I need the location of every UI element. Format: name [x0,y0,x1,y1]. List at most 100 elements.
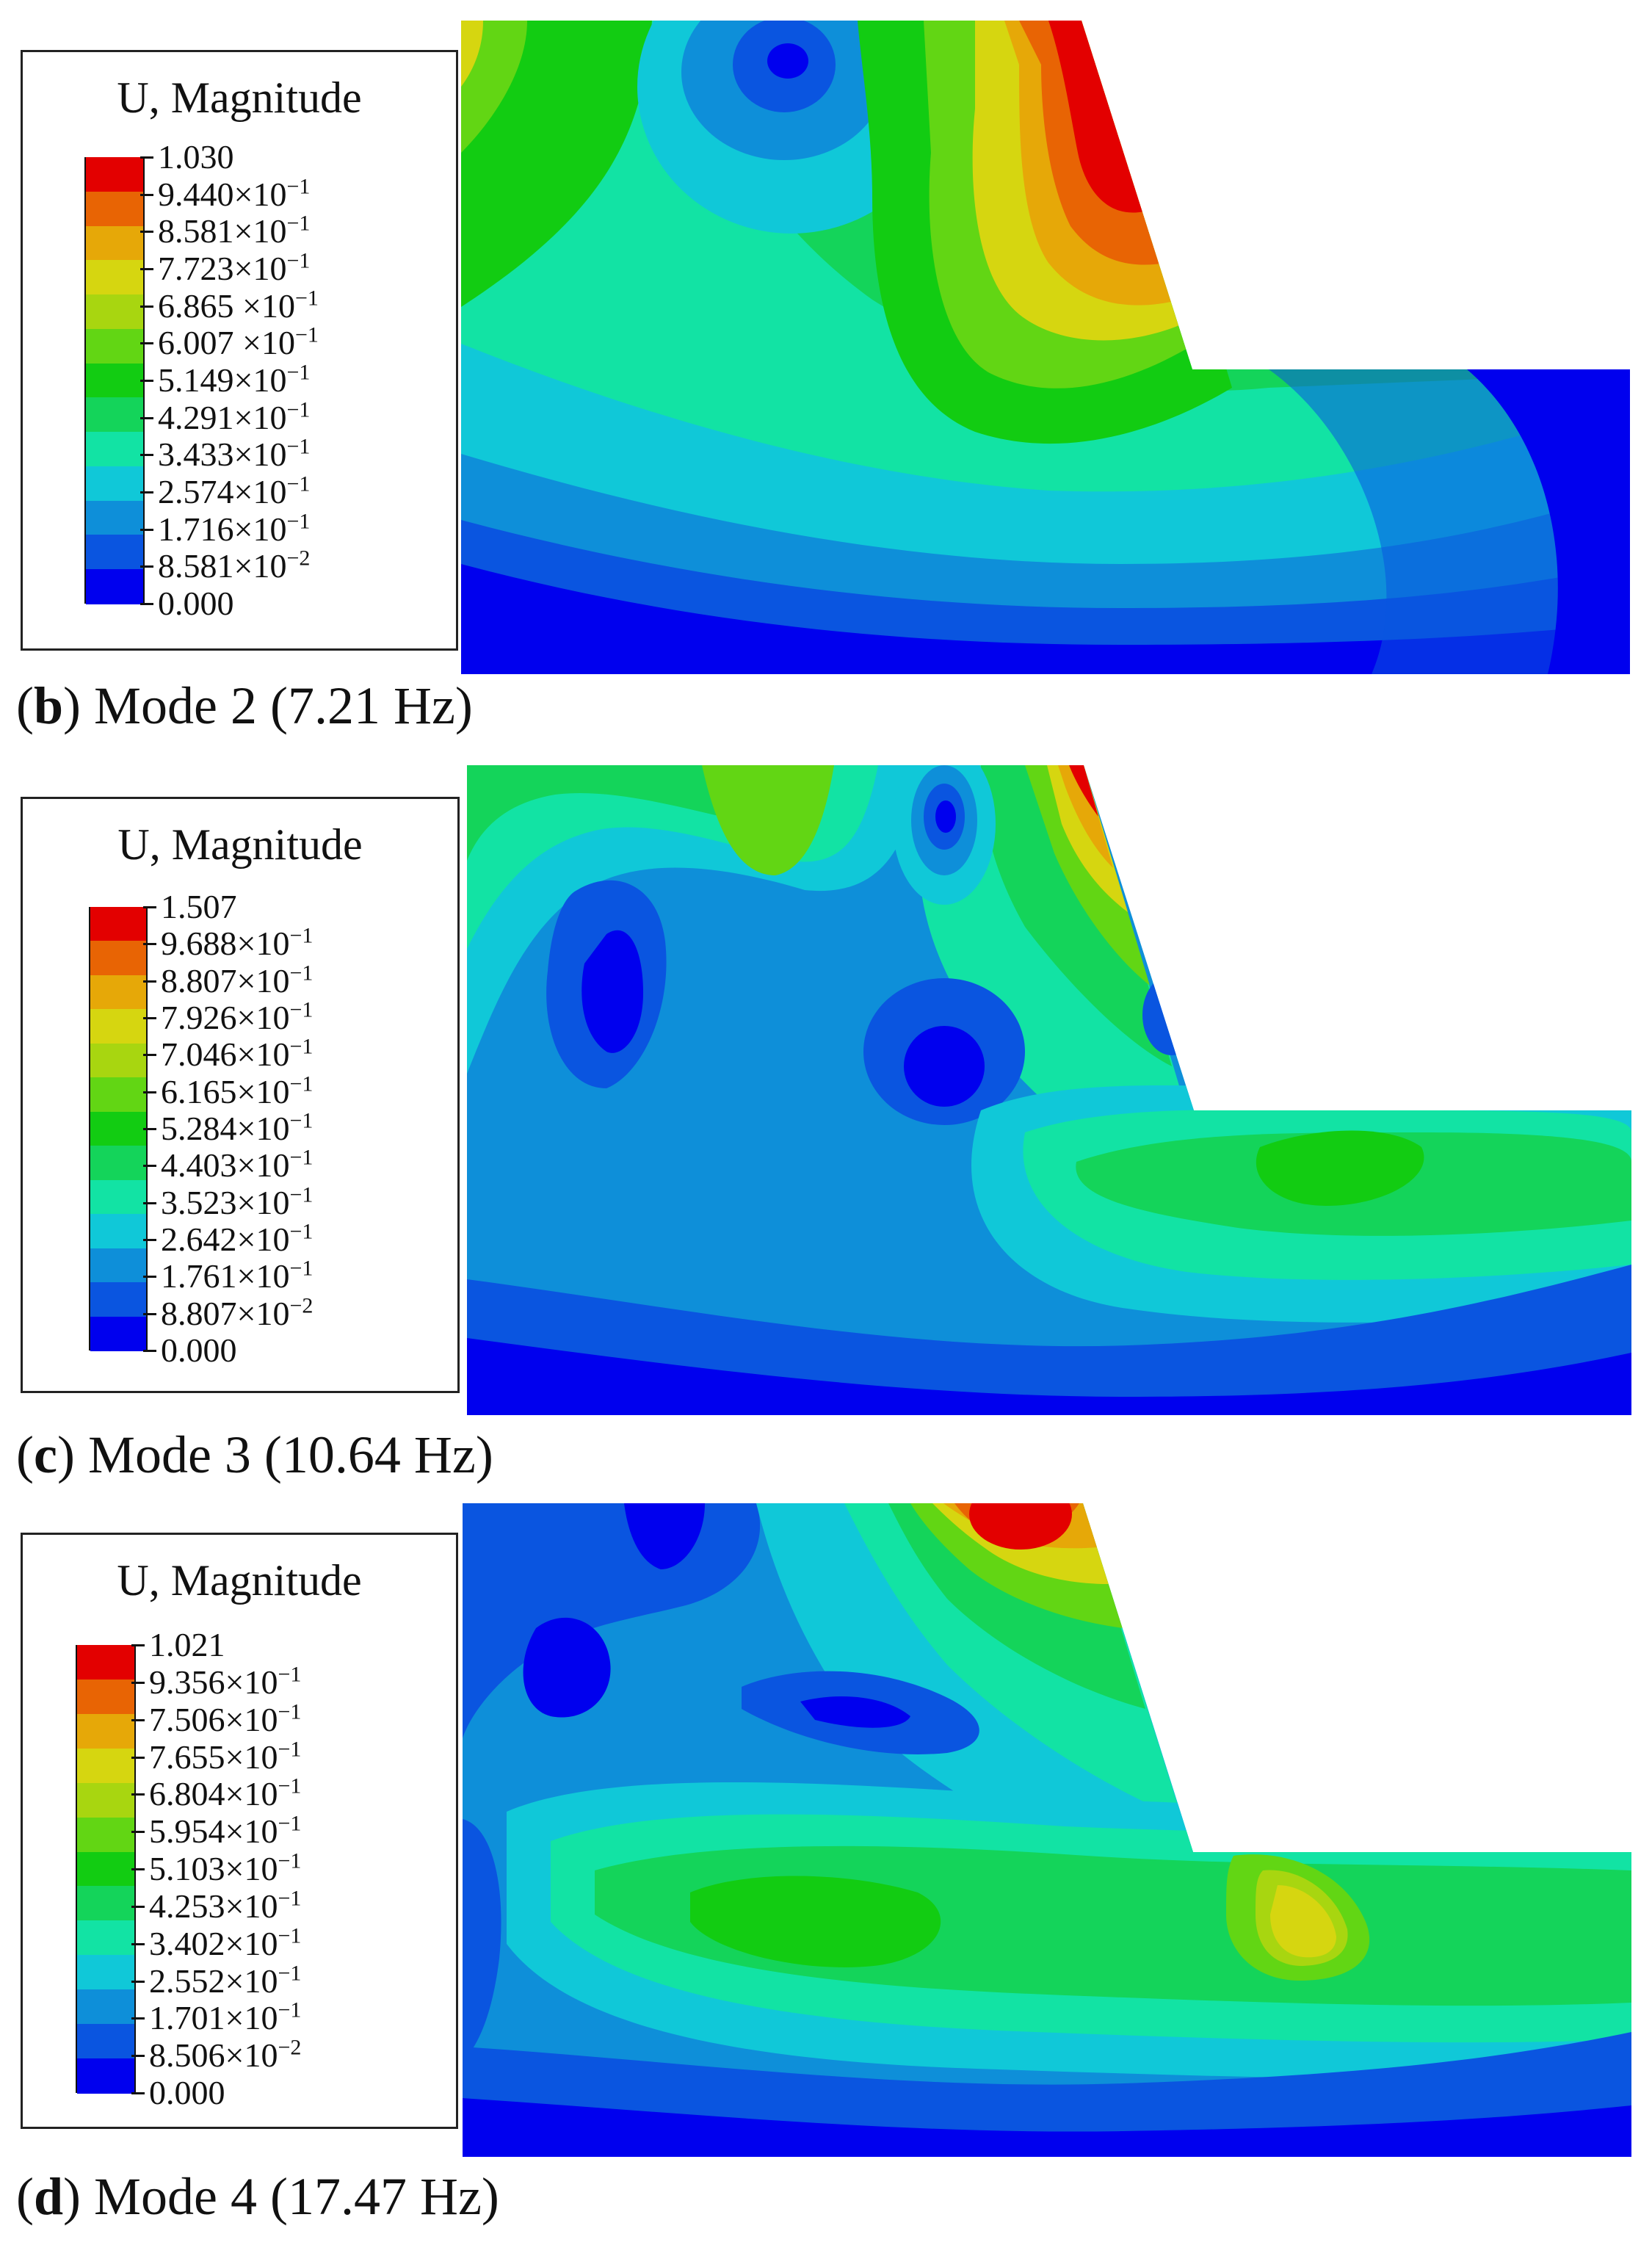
colorbar-swatch [86,535,143,571]
legend-title: U, Magnitude [117,1556,362,1605]
colorbar-tick [143,1054,156,1057]
colorbar-tick-label: 2.574×10−1 [158,471,311,510]
figure-caption: (b) Mode 2 (7.21 Hz) [16,676,473,735]
figure-caption: (c) Mode 3 (10.64 Hz) [16,1425,493,1484]
legend-title: U, Magnitude [117,73,362,122]
caption-text: Mode 4 (17.47 Hz) [81,2167,499,2226]
colorbar-swatch [90,1316,146,1351]
colorbar-tick [143,1201,156,1204]
colorbar-tick [140,603,153,605]
colorbar-swatch [90,1214,146,1249]
colorbar-tick-label: 8.506×10−2 [149,2035,302,2075]
colorbar [89,907,148,1351]
colorbar-tick-label: 1.507 [161,888,237,925]
caption-letter: b [33,676,64,735]
colorbar-tick-label: 8.581×10−1 [158,211,311,250]
colorbar-tick-label: 9.440×10−1 [158,174,311,213]
colorbar-swatch [90,1009,146,1044]
colorbar-swatch [86,294,143,330]
colorbar-tick-label: 3.523×10−1 [161,1182,314,1221]
colorbar-tick [140,342,153,345]
colorbar-swatch [77,2024,134,2060]
colorbar-tick [131,1831,145,1834]
colorbar-swatch [90,1043,146,1079]
colorbar-tick [143,1276,156,1279]
colorbar-tick [140,305,153,308]
colorbar-tick [131,1681,145,1684]
colorbar-swatch [77,1989,134,2025]
colorbar-tick-label: 7.046×10−1 [161,1035,314,1074]
colorbar-swatch [77,1679,134,1715]
colorbar-swatch [77,1886,134,1922]
colorbar-swatch [86,225,143,261]
colorbar-tick [143,1165,156,1168]
colorbar-swatch [77,1645,134,1680]
colorbar-swatch [90,1111,146,1147]
colorbar-tick-label: 5.954×10−1 [149,1811,302,1851]
colorbar-tick-label: 4.253×10−1 [149,1886,302,1925]
colorbar-tick-label: 8.581×10−2 [158,546,311,585]
colorbar-tick-label: 5.149×10−1 [158,360,311,399]
colorbar-tick-label: 6.804×10−1 [149,1774,302,1813]
colorbar-swatch [77,1955,134,1991]
colorbar-tick-label: 3.433×10−1 [158,435,311,474]
colorbar-tick [143,906,156,908]
colorbar-tick-label: 5.103×10−1 [149,1848,302,1887]
colorbar [76,1645,136,2094]
colorbar-tick [131,1756,145,1759]
colorbar-tick [143,980,156,983]
colorbar-swatch [90,1248,146,1284]
caption-text: Mode 3 (10.64 Hz) [74,1425,493,1484]
colorbar-swatch [86,397,143,433]
colorbar-tick [131,1793,145,1796]
colorbar-tick-label: 9.688×10−1 [161,924,314,963]
legend-title: U, Magnitude [117,820,363,869]
colorbar [84,157,145,604]
colorbar-tick [143,943,156,946]
colorbar-tick [131,2092,145,2094]
colorbar-swatch [77,2058,134,2094]
colorbar-tick [131,1942,145,1945]
colorbar-swatch [77,1713,134,1749]
colorbar-tick [140,528,153,531]
colorbar-tick [140,454,153,457]
colorbar-tick [140,156,153,159]
colorbar-tick [131,1868,145,1870]
colorbar-swatch [90,1179,146,1215]
colorbar-tick-label: 7.506×10−1 [149,1699,302,1738]
colorbar-tick-label: 8.807×10−1 [161,961,314,999]
colorbar-swatch [77,1782,134,1818]
colorbar-swatch [86,191,143,227]
caption-letter: d [33,2167,64,2226]
colorbar-tick [131,1905,145,1908]
colorbar-swatch [86,466,143,502]
colorbar-tick-label: 8.807×10−2 [161,1293,314,1332]
colorbar-tick-label: 2.552×10−1 [149,1961,302,2000]
colorbar-tick-label: 9.356×10−1 [149,1662,302,1701]
displacement-contour-field [467,765,1631,1415]
colorbar-tick-label: 7.655×10−1 [149,1737,302,1776]
colorbar-swatch [86,500,143,536]
colorbar-swatch [86,157,143,192]
displacement-contour-field [461,21,1630,674]
colorbar-tick [131,1644,145,1646]
colorbar-tick-label: 7.926×10−1 [161,997,314,1036]
colorbar-tick [140,231,153,234]
colorbar-tick [143,1312,156,1315]
colorbar-tick-label: 1.761×10−1 [161,1257,314,1295]
colorbar-tick [140,193,153,196]
colorbar-swatch [90,1282,146,1317]
figure-caption: (d) Mode 4 (17.47 Hz) [16,2167,499,2226]
colorbar-tick [131,2055,145,2058]
colorbar-tick [140,380,153,382]
colorbar-tick-label: 5.284×10−1 [161,1108,314,1147]
colorbar-tick [140,565,153,568]
colorbar-tick [140,491,153,493]
colorbar-tick-label: 0.000 [161,1331,237,1369]
displacement-contour-field [463,1503,1631,2157]
colorbar-swatch [90,907,146,942]
legend-box: U, Magnitude 1.030 9.440×10−1 8.581×10−1 7.… [21,50,458,651]
colorbar-tick-label: 1.030 [158,138,234,176]
colorbar-tick-label: 4.291×10−1 [158,397,311,436]
colorbar-swatch [86,260,143,296]
